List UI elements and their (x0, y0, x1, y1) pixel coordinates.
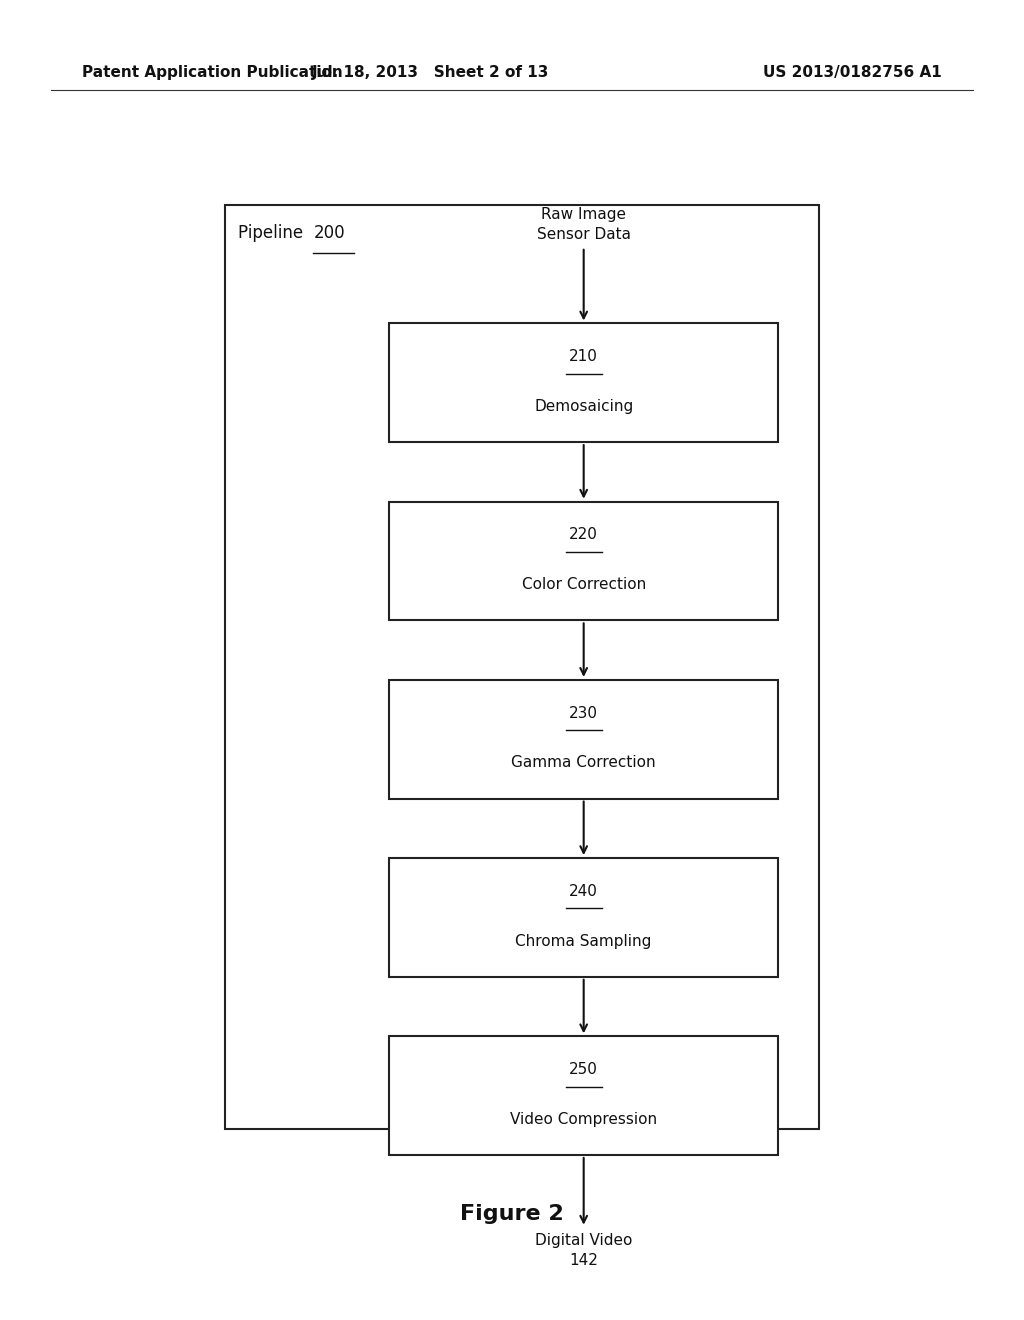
Text: Raw Image
Sensor Data: Raw Image Sensor Data (537, 207, 631, 242)
Text: US 2013/0182756 A1: US 2013/0182756 A1 (763, 65, 942, 81)
Bar (389, 502, 778, 620)
Bar (389, 680, 778, 799)
Text: Pipeline: Pipeline (238, 224, 308, 243)
Text: 200: 200 (313, 224, 345, 243)
Bar (389, 1036, 778, 1155)
Bar (389, 323, 778, 442)
Bar (389, 858, 778, 977)
Text: 240: 240 (569, 884, 598, 899)
Text: Figure 2: Figure 2 (460, 1204, 564, 1225)
Bar (225, 205, 819, 1129)
Text: 250: 250 (569, 1063, 598, 1077)
Text: 230: 230 (569, 706, 598, 721)
Text: 220: 220 (569, 528, 598, 543)
Text: Video Compression: Video Compression (510, 1111, 657, 1127)
Text: Chroma Sampling: Chroma Sampling (515, 933, 652, 949)
Text: Color Correction: Color Correction (521, 577, 646, 593)
Text: 210: 210 (569, 350, 598, 364)
Text: Demosaicing: Demosaicing (535, 399, 633, 414)
Text: Digital Video
142: Digital Video 142 (535, 1233, 633, 1267)
Text: Patent Application Publication: Patent Application Publication (82, 65, 343, 81)
Text: Jul. 18, 2013   Sheet 2 of 13: Jul. 18, 2013 Sheet 2 of 13 (311, 65, 549, 81)
Text: Gamma Correction: Gamma Correction (511, 755, 656, 771)
